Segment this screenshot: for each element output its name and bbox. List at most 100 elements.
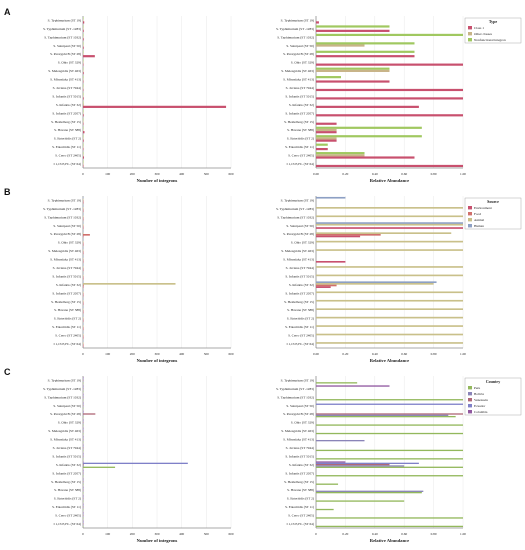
bar-venezuela: [83, 413, 96, 415]
category-label: S. Javiana (ST 7944): [53, 266, 81, 270]
legend-swatch: [468, 404, 472, 408]
category-label: I 1,15:E,H:- (ST 64): [286, 162, 314, 167]
chart-a-relative: 0.00 0.20 0.40 0.60 0.80 1.00 S. Typhimurium (…: [276, 16, 522, 183]
category-label: S. Meleagridis (ST 463): [48, 249, 81, 253]
legend-swatch: [468, 398, 472, 402]
bar-peru: [83, 390, 84, 392]
bar-animal: [83, 283, 176, 285]
bar-animal: [83, 316, 84, 319]
bar-bolivia: [83, 423, 84, 425]
x-tick-label: 200: [130, 532, 135, 536]
category-label: S. Typhimurium (ST -1283): [43, 27, 81, 31]
bar-peru: [83, 517, 84, 519]
bar-venezuela: [83, 506, 84, 508]
bar-animal: [83, 223, 84, 226]
bar-bolivia: [83, 431, 84, 433]
bar-class-1: [316, 55, 415, 58]
bar-animal: [83, 325, 84, 327]
legend-box: [464, 377, 522, 416]
panel-label-b: B: [4, 187, 11, 197]
bar-ecuador: [83, 513, 84, 515]
bar-human: [316, 281, 437, 284]
legend-title: Country: [486, 379, 500, 384]
category-label: S. Enteritidis (ST 11): [52, 145, 81, 149]
bar-class-1: [83, 105, 227, 108]
category-label: S. Enteritidis (ST 2): [287, 317, 314, 321]
bar-other-classes: [316, 44, 365, 47]
category-label: I 1,15:E,H:- (ST 64): [286, 342, 314, 347]
category-label: S. Infantis (ST 5015): [52, 274, 81, 278]
bar-animal: [83, 215, 84, 218]
bar-other-classes: [83, 120, 84, 123]
category-label: S. Cerro (ST 2405): [55, 514, 81, 518]
category-label: S. Enteritidis (ST 11): [52, 505, 81, 509]
category-label: S. Infantis (ST 32): [289, 463, 314, 467]
category-label: I 1,15:E,H:- (ST 64): [286, 522, 314, 527]
x-tick-label: 0: [82, 532, 84, 536]
x-tick-label: 500: [204, 172, 209, 176]
legend-swatch: [468, 32, 472, 36]
bar-peru: [83, 500, 84, 502]
x-tick-label: 200: [130, 172, 135, 176]
bar-class-1: [316, 147, 328, 151]
x-tick-label: 0.00: [313, 352, 319, 356]
bar-colombia: [83, 393, 84, 396]
legend-box: [464, 197, 522, 230]
bar-peru: [83, 525, 84, 528]
bar-ecuador: [316, 462, 419, 465]
bar-colombia: [83, 478, 84, 480]
bar-class-1: [83, 139, 84, 142]
category-label: S. Mbandaka (ST 413): [50, 78, 81, 82]
bar-venezuela: [83, 514, 84, 516]
category-label: S. Meleagridis (ST 463): [281, 69, 314, 73]
x-tick-label: 500: [204, 532, 209, 536]
bar-environment: [83, 201, 84, 204]
bar-bolivia: [83, 397, 84, 400]
x-axis-title: Number of integrons: [137, 358, 178, 363]
bar-peru: [83, 466, 116, 468]
bar-other-classes: [83, 27, 84, 30]
category-label: S. Havana (ST 588): [287, 128, 314, 132]
bar-food: [83, 335, 84, 337]
category-label: S. Infantis (ST 2057): [52, 291, 81, 295]
bar-bolivia: [83, 414, 84, 416]
bar-peru: [83, 407, 84, 409]
bar-class-1: [83, 122, 84, 125]
category-label: S. Meleagridis (ST 463): [281, 429, 314, 433]
category-label: S. Typhimurium (ST -1283): [43, 387, 81, 391]
category-label: S. Enteritidis (ST 2): [54, 497, 81, 501]
bar-animal: [83, 342, 84, 344]
legend-entry: Venezuela: [474, 398, 488, 402]
bar-other-classes: [83, 103, 84, 106]
category-label: S. Cerro (ST 2405): [288, 334, 314, 338]
bar-colombia: [83, 436, 84, 438]
category-label: S. Saintpaul (ST 50): [286, 404, 314, 408]
category-label: S. Javiana (ST 7944): [53, 86, 81, 90]
bar-colombia: [83, 427, 84, 429]
bar-colombia: [316, 385, 390, 387]
x-tick-label: 400: [179, 532, 184, 536]
chart-a-count: 0 100 200 300 400 500 600 S. Typhimurium (ST 19…: [43, 16, 234, 183]
bar-colombia: [83, 495, 84, 497]
legend-entry: Ecuador: [474, 404, 486, 408]
bar-environment: [83, 320, 84, 322]
bar-peru: [316, 500, 405, 502]
bar-other-classes: [316, 128, 337, 132]
bar-nonfunctional-integron: [83, 92, 84, 96]
bar-venezuela: [83, 438, 84, 440]
bar-human: [83, 247, 84, 250]
legend: Source Environment Food Animal Human: [464, 197, 522, 230]
bar-venezuela: [83, 455, 84, 457]
bar-other-classes: [83, 69, 84, 72]
bar-colombia: [83, 410, 84, 413]
bar-food: [83, 217, 84, 219]
legend-entry: Peru: [474, 386, 481, 390]
x-tick-label: 0.40: [372, 532, 378, 536]
bar-peru: [316, 415, 456, 418]
bar-nonfunctional-integron: [83, 101, 84, 104]
bar-venezuela: [316, 413, 463, 415]
legend-swatch: [468, 38, 472, 42]
bar-colombia: [83, 385, 84, 387]
bar-human: [83, 213, 84, 216]
